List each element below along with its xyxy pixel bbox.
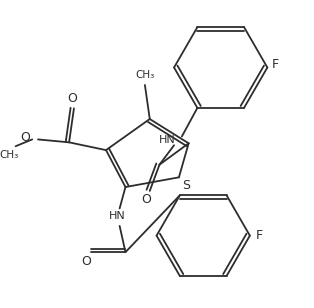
Text: CH₃: CH₃ bbox=[135, 70, 154, 80]
Text: F: F bbox=[272, 58, 279, 71]
Text: CH₃: CH₃ bbox=[0, 150, 19, 160]
Text: F: F bbox=[256, 229, 263, 242]
Text: S: S bbox=[182, 179, 190, 192]
Text: O: O bbox=[82, 255, 91, 268]
Text: O: O bbox=[20, 131, 30, 144]
Text: HN: HN bbox=[109, 211, 126, 221]
Text: O: O bbox=[67, 92, 77, 105]
Text: HN: HN bbox=[159, 136, 176, 145]
Text: O: O bbox=[141, 193, 151, 206]
